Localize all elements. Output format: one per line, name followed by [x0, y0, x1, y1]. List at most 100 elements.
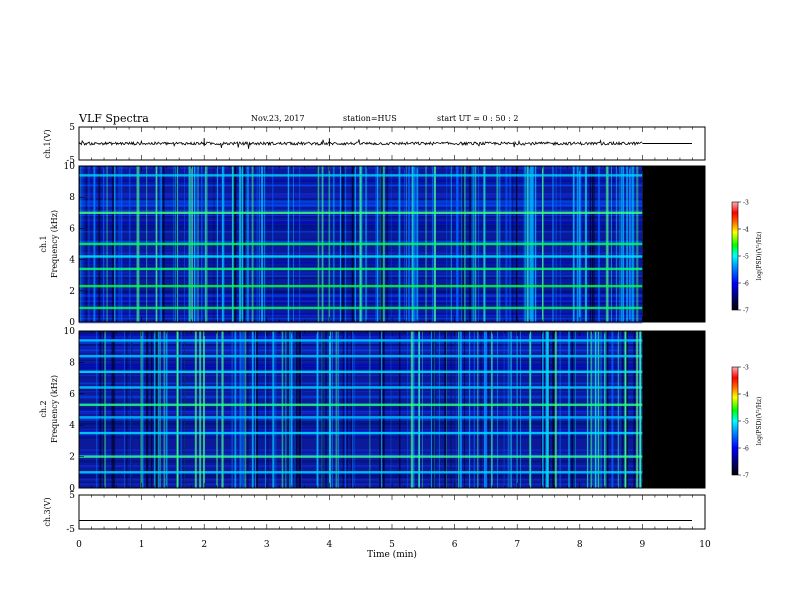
freq-tick-label: 0 [69, 318, 75, 328]
spectrogram-striation [323, 331, 325, 488]
spectrogram-texture [79, 423, 643, 426]
spectrogram-striation [331, 331, 333, 488]
spectrogram-striation [285, 331, 287, 488]
spectrogram-striation [335, 331, 338, 488]
colorbar-tick-label: -5 [743, 419, 749, 426]
spectrogram-texture [79, 382, 643, 385]
spectrogram-striation [352, 331, 354, 488]
spectrogram-striation [488, 331, 490, 488]
ch2-burst-7.6min [554, 331, 557, 488]
spectrogram-texture [79, 349, 643, 351]
emission-line-1khz [79, 471, 643, 474]
spectrogram-striation [586, 331, 588, 488]
spectrogram-texture [79, 454, 643, 457]
freq-tick-label: 4 [69, 256, 75, 266]
spectrogram-striation [104, 331, 106, 488]
spectrogram-striation [624, 331, 627, 488]
spectrogram-texture [79, 449, 643, 452]
spectrogram-striation [328, 331, 332, 488]
spectrogram-striation [139, 331, 141, 488]
emission-line-6.4khz [79, 386, 643, 389]
spectrogram-texture [79, 350, 643, 353]
x-tick-label: 9 [640, 540, 646, 550]
emission-line-8.4khz [79, 354, 643, 358]
x-tick-label: 10 [699, 540, 711, 550]
spectrogram-striation [316, 331, 319, 488]
spectrogram-striation [587, 331, 589, 488]
emission-line-4.2khz [79, 255, 643, 258]
spectrogram-striation [507, 331, 509, 488]
spectrogram-striation [294, 331, 296, 488]
spectrogram-striation [510, 331, 512, 488]
spectrogram-striation [287, 331, 290, 488]
spectrogram-texture [79, 409, 643, 412]
spectrogram-striation [113, 331, 116, 488]
colorbar-tick-label: -7 [743, 308, 749, 315]
spectrogram-striation [221, 331, 224, 488]
spectrogram-texture [79, 411, 643, 413]
spectrogram-striation [439, 331, 441, 488]
spectrogram-striation [543, 331, 545, 488]
emission-line-7khz [79, 211, 643, 214]
spectrogram-striation [548, 331, 551, 488]
spectrogram-striation [140, 331, 142, 488]
spectrogram-striation [99, 331, 102, 488]
spectrogram-striation [251, 331, 254, 488]
spectrogram-striation [457, 331, 460, 488]
spectrogram-striation [130, 331, 133, 488]
spectrogram-texture [79, 366, 643, 370]
spectrogram-striation [571, 331, 573, 488]
date-label: Nov.23, 2017 [251, 114, 305, 123]
emission-line-9.4khz [79, 339, 643, 342]
ch2-colorbar-label: log(PSD)(V²/Hz) [756, 397, 763, 446]
spectrogram-striation [485, 331, 487, 488]
spectrogram-texture [79, 374, 643, 377]
spectrogram-striation [431, 331, 434, 488]
spectrogram-striation [590, 331, 593, 488]
spectrogram-texture [79, 460, 643, 463]
spectrogram-striation [598, 331, 600, 488]
spectrogram-striation [497, 331, 499, 488]
freq-tick-label: 4 [69, 421, 75, 431]
spectrogram-striation [491, 331, 493, 488]
spectrogram-texture [79, 356, 643, 358]
freq-tick-label: 2 [69, 453, 75, 463]
spectrogram-texture [79, 412, 643, 415]
spectrogram-striation [157, 331, 160, 488]
spectrogram-texture [79, 434, 643, 436]
station-label: station=HUS [343, 114, 397, 123]
spectrogram-striation [275, 331, 277, 488]
spectrogram-striation [156, 331, 158, 488]
emission-line-5.3khz [79, 403, 643, 406]
spectrogram-striation [464, 331, 465, 488]
ch1-spectrogram [79, 166, 705, 324]
spectrogram-striation [150, 331, 153, 488]
spectrogram-striation [600, 331, 602, 488]
spectrogram-texture [79, 331, 643, 334]
spectrogram-striation [509, 331, 512, 488]
ch1-waveform [78, 139, 643, 149]
spectrogram-striation [469, 331, 471, 488]
freq-tick-label: 8 [69, 193, 75, 203]
spectrogram-texture [79, 335, 643, 338]
x-tick-label: 8 [577, 540, 583, 550]
spectrogram-striation [255, 331, 258, 488]
x-tick-label: 0 [76, 540, 82, 550]
ch1-freq-ylabel: Frequency (kHz) [50, 210, 59, 278]
spectrogram-striation [126, 331, 128, 488]
ch2-burst-8.95min [639, 331, 642, 488]
spectrogram-striation [383, 331, 385, 488]
emission-line-9.4khz [79, 174, 643, 177]
spectrogram-texture [79, 472, 643, 475]
freq-tick-label: 2 [69, 287, 75, 297]
spectrogram-striation [176, 331, 179, 488]
spectrogram-texture [79, 363, 643, 367]
colorbar-tick-label: -4 [743, 392, 749, 399]
spectrogram-striation [390, 331, 392, 488]
freq-tick-label: 8 [69, 358, 75, 368]
spectrogram-striation [346, 331, 348, 488]
spectrogram-striation [179, 331, 181, 488]
x-tick-label: 2 [201, 540, 207, 550]
spectrogram-striation [322, 331, 324, 488]
colorbar-tick-label: -6 [743, 446, 749, 453]
